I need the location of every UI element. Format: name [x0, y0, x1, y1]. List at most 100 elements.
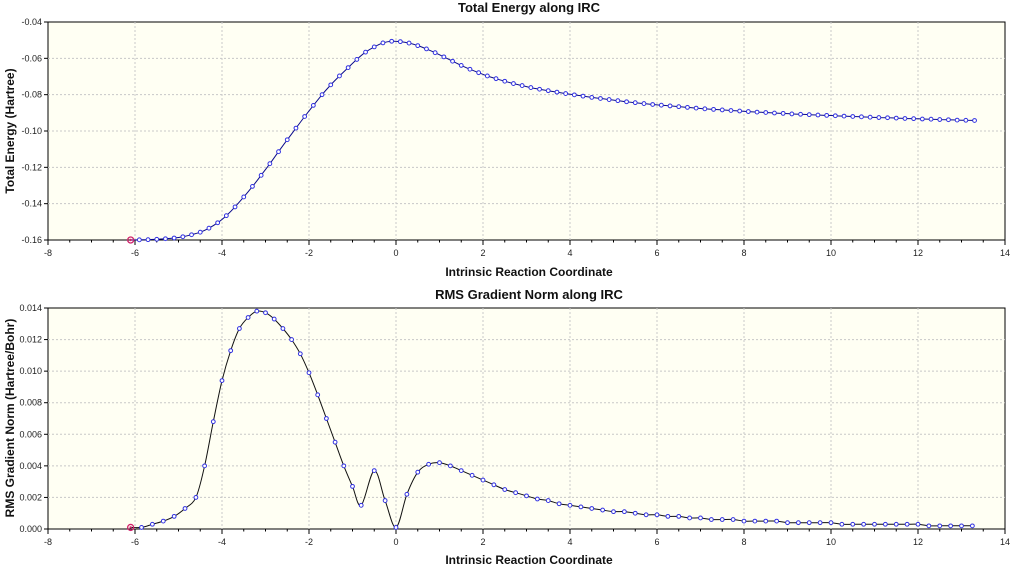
x-tick-label: 0	[393, 537, 398, 547]
data-point	[774, 518, 780, 524]
data-point	[741, 518, 747, 524]
data-point	[789, 111, 795, 117]
data-point	[719, 107, 725, 113]
data-point	[145, 237, 151, 243]
data-point	[972, 118, 977, 123]
x-tick-label: 10	[826, 537, 836, 547]
data-point	[959, 523, 964, 529]
data-point	[954, 117, 960, 123]
x-axis-ticks: -8 -6 -4 -2 0 2 4 6 8 10 12 14	[44, 240, 1010, 258]
data-point	[728, 108, 734, 113]
data-point	[519, 83, 525, 88]
data-point	[798, 111, 803, 117]
data-point	[839, 521, 845, 527]
x-tick-label: -2	[305, 248, 313, 258]
y-tick-label: 0.004	[19, 461, 42, 471]
data-point	[828, 520, 834, 526]
chart-title: Total Energy along IRC	[458, 0, 601, 15]
data-point	[511, 81, 516, 86]
x-tick-label: 12	[913, 248, 923, 258]
data-point	[502, 487, 508, 492]
data-point	[937, 117, 943, 122]
data-point	[615, 98, 621, 104]
data-point	[658, 102, 664, 108]
data-point	[893, 115, 899, 121]
data-point	[946, 117, 951, 123]
data-point	[643, 512, 649, 518]
x-tick-label: 8	[741, 248, 746, 258]
data-point	[258, 172, 264, 178]
x-tick-label: 2	[480, 248, 485, 258]
y-tick-label: -0.16	[21, 235, 42, 245]
data-point	[426, 461, 432, 467]
data-point	[382, 498, 388, 503]
data-point	[404, 491, 410, 497]
data-point	[447, 463, 453, 469]
data-point	[437, 460, 442, 466]
data-point	[328, 82, 334, 88]
data-point	[621, 509, 627, 515]
data-point	[624, 99, 629, 105]
x-tick-label: -2	[305, 537, 313, 547]
data-point	[350, 483, 355, 489]
data-point	[676, 513, 682, 519]
y-axis-label: Total Energy (Hartree)	[3, 68, 17, 193]
data-point	[458, 63, 464, 68]
data-point	[632, 100, 638, 106]
data-point	[284, 137, 290, 143]
y-tick-label: 0.010	[19, 366, 42, 376]
data-point	[206, 225, 212, 231]
data-point	[263, 310, 268, 316]
y-tick-label: 0.006	[19, 429, 42, 439]
data-point	[441, 54, 447, 60]
data-point	[698, 515, 703, 521]
y-tick-label: -0.08	[21, 90, 42, 100]
x-axis-label: Intrinsic Reaction Coordinate	[445, 265, 613, 279]
y-axis-ticks: -0.16 -0.14 -0.12 -0.10 -0.08 -0.06 -0.04	[21, 17, 48, 245]
y-tick-label: 0.014	[19, 303, 42, 313]
data-point	[245, 315, 251, 320]
data-point	[358, 502, 364, 508]
data-point	[467, 66, 473, 72]
data-point	[528, 85, 534, 90]
x-tick-label: 12	[913, 537, 923, 547]
data-point	[150, 521, 155, 527]
y-axis-label: RMS Gradient Norm (Hartree/Bohr)	[3, 319, 17, 518]
data-point	[763, 518, 769, 524]
data-point	[237, 326, 242, 331]
data-point	[424, 46, 429, 52]
data-point	[667, 103, 673, 109]
data-point	[180, 234, 186, 240]
data-point	[665, 513, 671, 519]
x-tick-label: 4	[567, 248, 572, 258]
data-point	[197, 229, 203, 235]
data-point	[210, 419, 216, 425]
data-point	[254, 308, 260, 314]
data-point	[293, 125, 299, 131]
data-point	[815, 112, 821, 118]
data-point	[719, 517, 725, 522]
data-point	[850, 114, 856, 119]
data-point	[491, 482, 497, 488]
data-point	[598, 96, 603, 101]
data-point	[937, 523, 943, 529]
data-point	[867, 114, 873, 120]
data-point	[545, 88, 551, 94]
y-tick-label: 0.012	[19, 335, 42, 345]
data-point	[545, 498, 551, 503]
data-point	[885, 115, 890, 121]
data-point	[310, 102, 316, 108]
data-point	[341, 463, 347, 469]
data-point	[806, 520, 812, 526]
data-point	[969, 523, 975, 529]
data-point	[606, 97, 612, 102]
y-tick-label: -0.06	[21, 53, 42, 63]
data-point	[393, 525, 399, 530]
x-tick-label: 4	[567, 537, 572, 547]
data-point	[859, 114, 864, 120]
data-point	[752, 518, 758, 524]
x-tick-label: -6	[131, 248, 139, 258]
data-point	[513, 490, 519, 496]
data-point	[171, 513, 177, 519]
data-point	[702, 106, 708, 112]
